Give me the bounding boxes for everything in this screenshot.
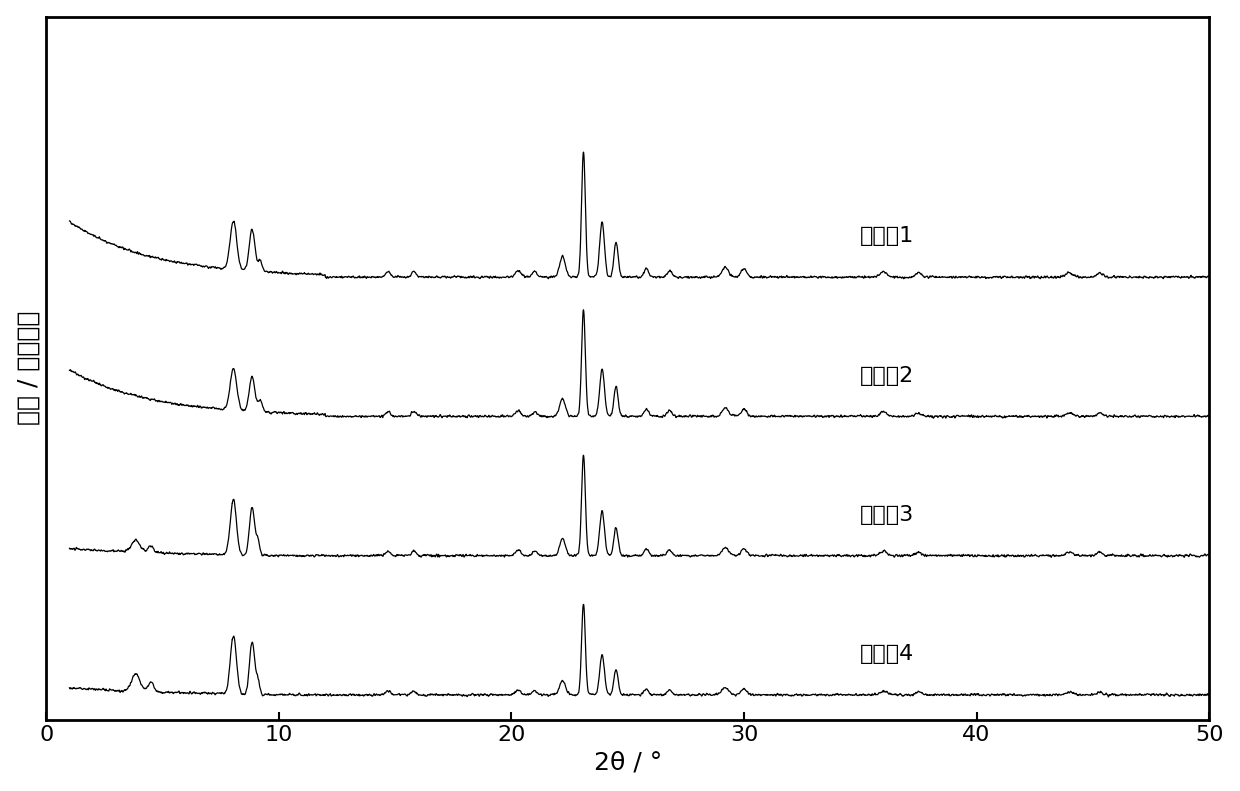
Text: 实施例1: 实施例1 — [861, 226, 914, 247]
Y-axis label: 强度 / 任意单位: 强度 / 任意单位 — [16, 311, 41, 426]
X-axis label: 2θ / °: 2θ / ° — [594, 751, 662, 774]
Text: 实施例3: 实施例3 — [861, 505, 914, 525]
Text: 实施例2: 实施例2 — [861, 365, 914, 386]
Text: 实施例4: 实施例4 — [861, 644, 914, 664]
